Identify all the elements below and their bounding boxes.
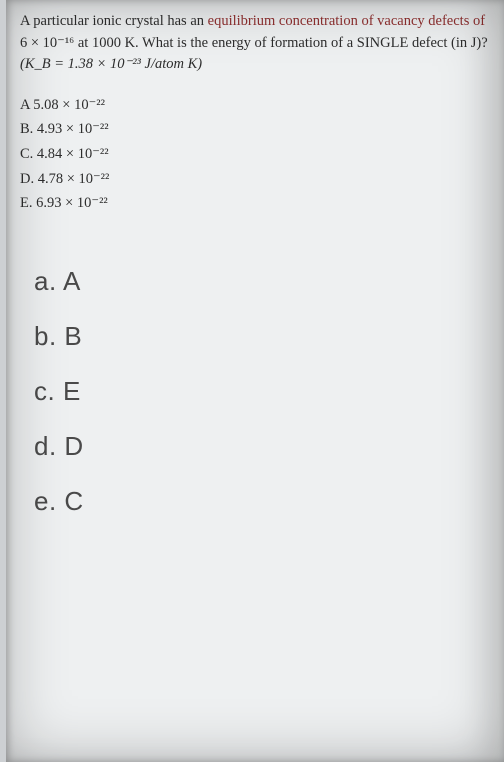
answer-A: A 5.08 × 10⁻²²: [20, 93, 494, 118]
radio-stub-icon: [14, 491, 20, 511]
answer-D: D. 4.78 × 10⁻²²: [20, 167, 494, 192]
radio-stub-icon: [14, 271, 20, 291]
question-block: A particular ionic crystal has an equili…: [6, 0, 504, 85]
question-line-2: 6 × 10⁻¹⁶ at 1000 K. What is the energy …: [20, 34, 494, 54]
choice-label: a. A: [34, 266, 81, 297]
choice-label: b. B: [34, 321, 82, 352]
choice-c[interactable]: c. E: [12, 364, 494, 419]
question-line-1: A particular ionic crystal has an equili…: [20, 12, 494, 32]
question-given: (K_B = 1.38 × 10⁻²³ J/atom K): [20, 55, 494, 75]
choice-d[interactable]: d. D: [12, 419, 494, 474]
choice-label: d. D: [34, 431, 84, 462]
choice-a[interactable]: a. A: [12, 254, 494, 309]
choice-b[interactable]: b. B: [12, 309, 494, 364]
question-line-1-pre: A particular ionic crystal has an: [20, 13, 208, 29]
answer-C: C. 4.84 × 10⁻²²: [20, 142, 494, 167]
radio-stub-icon: [14, 326, 20, 346]
multiple-choice-block: a. A b. B c. E d. D e. C: [6, 226, 504, 539]
radio-stub-icon: [14, 381, 20, 401]
choice-label: e. C: [34, 486, 84, 517]
radio-stub-icon: [14, 436, 20, 456]
choice-label: c. E: [34, 376, 81, 407]
answer-key-list: A 5.08 × 10⁻²² B. 4.93 × 10⁻²² C. 4.84 ×…: [6, 85, 504, 226]
answer-B: B. 4.93 × 10⁻²²: [20, 117, 494, 142]
choice-e[interactable]: e. C: [12, 474, 494, 529]
question-line-1-red: equilibrium concentration of vacancy def…: [208, 13, 485, 29]
answer-E: E. 6.93 × 10⁻²²: [20, 191, 494, 216]
